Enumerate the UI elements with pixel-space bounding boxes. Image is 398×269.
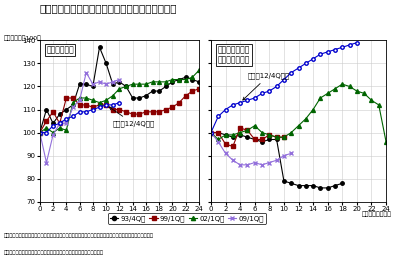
Text: 建設工事出来高
（民間非居住）: 建設工事出来高 （民間非居住） xyxy=(218,45,250,65)
Text: 図表２　今回の景気回復局面では建設投資が強い: 図表２ 今回の景気回復局面では建設投資が強い xyxy=(40,3,177,13)
Legend: 93/4Q～, 99/1Q～, 02/1Q～, 09/1Q～: 93/4Q～, 99/1Q～, 02/1Q～, 09/1Q～ xyxy=(108,213,266,224)
Text: （景気の谷＝100）: （景気の谷＝100） xyxy=(4,35,42,41)
Text: （資料）経済産業省「鉱工業総供給表」、国土交通省「建設総合統計」: （資料）経済産業省「鉱工業総供給表」、国土交通省「建設総合統計」 xyxy=(4,250,104,255)
Text: （経過四半期数）: （経過四半期数） xyxy=(362,211,392,217)
Text: 資本財総供給: 資本財総供給 xyxy=(46,45,74,54)
Text: 今回（12/4Q～）: 今回（12/4Q～） xyxy=(243,72,290,100)
Text: （注）建設工事出来高（民間非居住）は建設工事デフレーターで実質化し、ニッセイ基礎研究所が季節調整: （注）建設工事出来高（民間非居住）は建設工事デフレーターで実質化し、ニッセイ基礎… xyxy=(4,233,154,238)
Text: 今回（12/4Q～）: 今回（12/4Q～） xyxy=(109,107,155,127)
